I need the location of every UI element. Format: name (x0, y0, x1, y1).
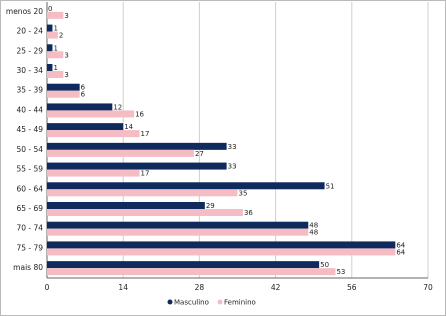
value-label: 36 (244, 209, 253, 217)
value-label: 3 (64, 71, 68, 79)
bar (47, 268, 335, 275)
x-tick-label: 28 (195, 283, 205, 292)
value-label: 50 (320, 261, 329, 269)
x-tick-label: 42 (271, 283, 281, 292)
value-label: 1 (53, 64, 57, 72)
value-label: 3 (64, 12, 68, 20)
bar (47, 248, 395, 255)
y-tick-label: 35 - 39 (16, 86, 43, 95)
bar (47, 261, 319, 268)
bar (47, 71, 63, 78)
bar (47, 202, 205, 209)
y-tick-label: 20 - 24 (16, 27, 43, 36)
y-tick-label: 25 - 29 (16, 46, 43, 55)
value-label: 64 (396, 248, 405, 256)
value-label: 2 (59, 32, 63, 40)
bar (47, 209, 243, 216)
y-tick-label: 50 - 54 (16, 145, 43, 154)
bar (47, 64, 52, 71)
legend-label: Masculino (174, 299, 209, 307)
bar (47, 32, 58, 39)
bar (47, 170, 140, 177)
value-label: 16 (135, 110, 144, 118)
chart: 01428425670menos 200320 - 241225 - 29133… (0, 0, 446, 316)
legend-marker (168, 300, 173, 305)
bar (47, 12, 63, 19)
bar (47, 44, 52, 51)
bar (47, 25, 52, 32)
value-label: 17 (141, 130, 150, 138)
value-label: 14 (124, 123, 133, 131)
value-label: 27 (195, 150, 204, 158)
bar (47, 130, 140, 137)
legend-marker (218, 300, 223, 305)
value-label: 33 (228, 143, 237, 151)
value-label: 1 (53, 25, 57, 33)
value-label: 51 (326, 182, 335, 190)
value-label: 3 (64, 51, 68, 59)
y-tick-label: 45 - 49 (16, 125, 43, 134)
y-tick-label: 55 - 59 (16, 165, 43, 174)
value-label: 17 (141, 170, 150, 178)
x-tick-label: 56 (347, 283, 357, 292)
y-tick-label: 40 - 44 (16, 105, 43, 114)
y-tick-label: menos 20 (6, 7, 43, 16)
value-label: 29 (206, 202, 215, 210)
bar (47, 143, 227, 150)
bar (47, 91, 80, 98)
value-label: 6 (81, 91, 86, 99)
bar (47, 189, 238, 196)
value-label: 12 (113, 103, 122, 111)
bar (47, 150, 194, 157)
bar (47, 103, 112, 110)
value-label: 33 (228, 163, 237, 171)
bar (47, 229, 308, 236)
bar (47, 182, 325, 189)
legend-label: Feminino (224, 299, 256, 307)
y-tick-label: 65 - 69 (16, 204, 43, 213)
bar (47, 241, 395, 248)
y-tick-label: 75 - 79 (16, 243, 43, 252)
x-tick-label: 0 (45, 283, 50, 292)
x-tick-label: 70 (423, 283, 433, 292)
bar (47, 123, 123, 130)
bar (47, 110, 134, 117)
bar (47, 84, 80, 91)
y-tick-label: 70 - 74 (16, 224, 43, 233)
y-tick-label: 60 - 64 (16, 184, 43, 193)
bar (47, 51, 63, 58)
y-tick-label: 30 - 34 (16, 66, 43, 75)
y-tick-label: mais 80 (13, 263, 43, 272)
bar (47, 222, 308, 229)
value-label: 1 (53, 44, 57, 52)
value-label: 48 (309, 229, 318, 237)
value-label: 0 (48, 5, 52, 13)
bar (47, 163, 227, 170)
value-label: 35 (239, 189, 248, 197)
value-label: 53 (336, 268, 345, 276)
x-tick-label: 14 (118, 283, 128, 292)
